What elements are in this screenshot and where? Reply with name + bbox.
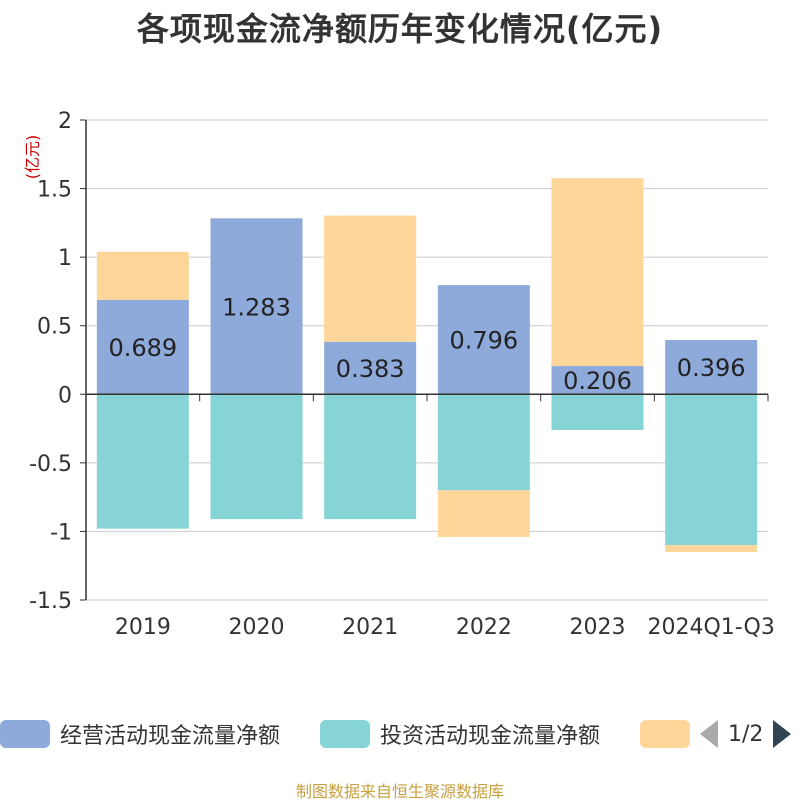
bar-series-0-2022[interactable] [437,285,530,395]
bar-data-label: 0.206 [563,367,632,395]
next-page-icon[interactable] [773,720,792,748]
legend-item-investing[interactable]: 投资活动现金流量净额 [320,716,600,752]
bar-series-1-2022[interactable] [437,394,530,491]
y-tick-label: 0.5 [37,315,72,340]
previous-page-icon[interactable] [700,720,718,748]
bar-series-1-2024Q1-Q3[interactable] [665,394,758,546]
bar-data-label: 1.283 [222,293,291,321]
legend-item-third[interactable] [640,716,700,752]
stacked-bar-chart: 2 1.5 1 0.5 0 -0.5 -1 -1.5 2019 2020 2021 2022 2023 2… [29,109,775,640]
y-tick-label: -1.5 [29,589,72,614]
bar-series-0-2020[interactable] [210,218,303,395]
y-tick-label: 0 [58,383,72,408]
bar-series-0-2024Q1-Q3[interactable] [665,339,758,395]
legend-label-investing: 投资活动现金流量净额 [380,724,601,749]
y-tick-label: 1.5 [37,178,72,203]
legend-page-indicator: 1/2 [728,721,764,747]
y-tick-label: 1 [58,246,72,271]
bar-series-0-2023[interactable] [551,366,644,395]
x-category-label: 2019 [115,615,171,640]
x-category-label: 2024Q1-Q3 [647,615,774,640]
x-category-label: 2022 [456,615,512,640]
bar-data-label: 0.689 [108,334,177,362]
legend-item-operating[interactable]: 经营活动现金流量净额 [0,716,280,752]
legend-pager: 1/2 [700,716,792,752]
x-category-label: 2020 [229,615,285,640]
bar-series-1-2020[interactable] [210,394,303,520]
bar-data-label: 0.396 [677,354,746,382]
data-source-footer: 制图数据来自恒生聚源数据库 [295,782,504,801]
bar-data-label: 0.383 [336,355,405,383]
bar-series-2-2023[interactable] [551,178,644,367]
legend-swatch-investing [320,720,370,748]
bar-series-1-2023[interactable] [551,394,644,430]
bar-series-2-2019[interactable] [96,251,189,300]
legend-swatch-operating [0,720,50,748]
bar-series-2-2022[interactable] [437,490,530,537]
y-tick-label: 2 [58,109,72,134]
bar-series-2-2021[interactable] [324,215,417,342]
legend: 经营活动现金流量净额 投资活动现金流量净额 1/2 [0,716,800,752]
legend-label-operating: 经营活动现金流量净额 [60,724,281,749]
bar-data-label: 0.796 [449,327,518,355]
bar-series-0-2019[interactable] [96,299,189,395]
y-tick-label: -0.5 [29,452,72,477]
chart-title: 各项现金流净额历年变化情况(亿元) [136,10,664,48]
bar-series-1-2021[interactable] [324,394,417,520]
bar-series-1-2019[interactable] [96,394,189,529]
bar-series-0-2021[interactable] [324,341,417,395]
bar-series-2-2024Q1-Q3[interactable] [665,545,758,552]
x-category-label: 2021 [342,615,398,640]
y-tick-label: -1 [50,520,72,545]
x-category-label: 2023 [570,615,626,640]
legend-swatch-third [640,720,690,748]
